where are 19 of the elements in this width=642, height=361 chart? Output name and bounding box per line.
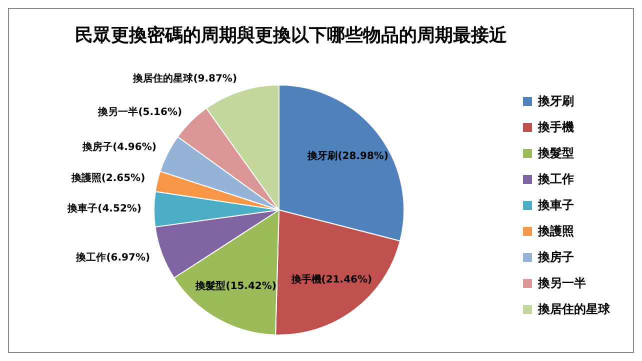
legend-label: 換房子 <box>538 249 574 266</box>
data-label: 換手機(21.46%) <box>290 273 372 286</box>
data-label: 換護照(2.65%) <box>70 172 146 184</box>
legend-label: 換車子 <box>538 197 574 214</box>
data-label: 換房子(4.96%) <box>82 141 156 154</box>
data-label: 換牙刷(28.98%) <box>306 150 389 162</box>
data-label: 換髮型(15.42%) <box>194 280 276 292</box>
data-label: 換車子(4.52%) <box>66 202 142 215</box>
legend-label: 換護照 <box>538 223 574 240</box>
legend-label: 換手機 <box>538 119 574 136</box>
data-label: 換另一半(5.16%) <box>97 106 182 118</box>
legend-label: 換另一半 <box>538 275 586 292</box>
chart-title: 民眾更換密碼的周期與更換以下哪些物品的周期最接近 <box>74 24 508 47</box>
legend-label: 換工作 <box>538 171 574 188</box>
legend-label: 換牙刷 <box>538 93 574 110</box>
legend-label: 換髮型 <box>538 145 574 162</box>
data-label: 換工作(6.97%) <box>75 251 150 264</box>
legend-label: 換居住的星球 <box>538 301 610 318</box>
data-label: 換居住的星球(9.87%) <box>132 72 238 85</box>
